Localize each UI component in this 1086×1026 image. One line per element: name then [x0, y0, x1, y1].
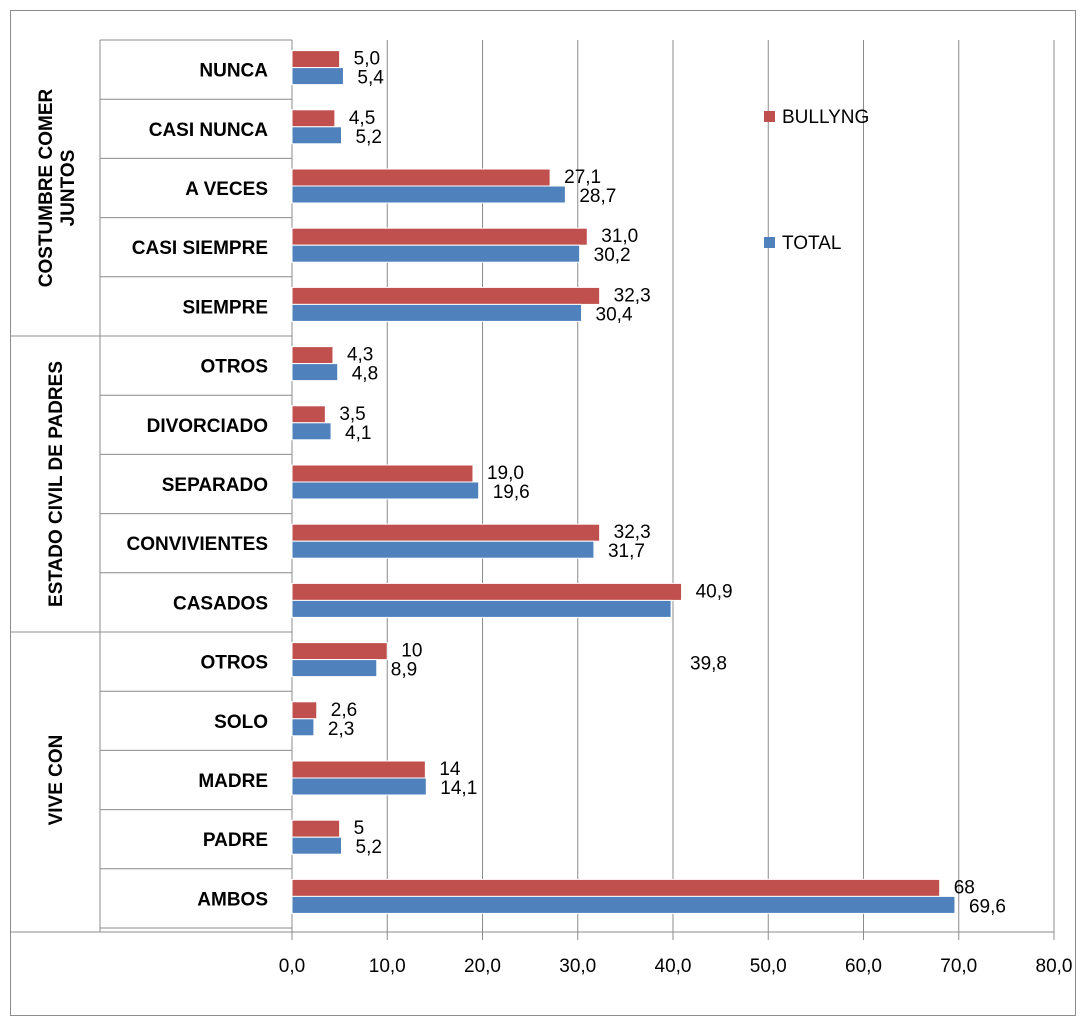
data-label-total: 31,7: [608, 541, 645, 562]
group-label: COSTUMBRE COMERJUNTOS: [36, 89, 79, 288]
data-label-bullyng: 2,6: [331, 700, 357, 721]
category-label: NUNCA: [199, 61, 268, 82]
bar-total: [291, 481, 480, 500]
x-tick-label: 70,0: [940, 956, 977, 977]
category-label: CASI SIEMPRE: [132, 238, 268, 259]
data-label-total: 4,8: [352, 364, 378, 385]
bar-bullyng: [291, 286, 601, 305]
bar-bullyng: [291, 582, 683, 601]
bar-bullyng: [291, 819, 341, 838]
bar-bullyng: [291, 109, 336, 128]
group-label: ESTADO CIVIL DE PADRES: [46, 361, 67, 607]
category-label: CONVIVIENTES: [127, 534, 268, 555]
bar-total: [291, 540, 595, 559]
data-label-total: 39,8: [690, 653, 727, 674]
bar-bullyng: [291, 168, 551, 187]
x-tick-label: 10,0: [369, 956, 406, 977]
x-tick-label: 50,0: [750, 956, 787, 977]
bar-total: [291, 303, 583, 322]
bar-total: [291, 718, 315, 737]
data-label-total: 30,2: [594, 245, 631, 266]
data-label-bullyng: 32,3: [614, 522, 651, 543]
category-label: PADRE: [203, 830, 268, 851]
x-tick-label: 80,0: [1036, 956, 1073, 977]
x-tick-label: 60,0: [845, 956, 882, 977]
data-label-total: 5,2: [356, 837, 382, 858]
data-label-total: 8,9: [391, 660, 417, 681]
bar-bullyng: [291, 701, 318, 720]
category-label: MADRE: [198, 771, 268, 792]
bar-bullyng: [291, 50, 341, 69]
x-tick-label: 0,0: [279, 956, 305, 977]
data-label-bullyng: 5,0: [354, 49, 380, 70]
bar-bullyng: [291, 878, 941, 897]
bar-total: [291, 422, 332, 441]
group-label: VIVE CON: [46, 735, 67, 826]
x-tick-label: 40,0: [655, 956, 692, 977]
bar-bullyng: [291, 464, 474, 483]
category-label: DIVORCIADO: [147, 416, 268, 437]
bar-bullyng: [291, 642, 388, 661]
data-label-total: 14,1: [440, 778, 477, 799]
category-label: OTROS: [200, 357, 268, 378]
data-label-total: 2,3: [328, 719, 354, 740]
bar-total: [291, 185, 566, 204]
data-label-bullyng: 27,1: [564, 167, 601, 188]
bar-total: [291, 777, 427, 796]
data-label-bullyng: 40,9: [696, 581, 733, 602]
bar-bullyng: [291, 227, 588, 246]
data-label-bullyng: 31,0: [601, 226, 638, 247]
bar-total: [291, 244, 581, 263]
bar-bullyng: [291, 346, 334, 365]
category-label: SIEMPRE: [182, 297, 268, 318]
category-label: AMBOS: [197, 889, 268, 910]
chart-frame: [10, 10, 1076, 1016]
bar-total: [291, 363, 339, 382]
category-label: OTROS: [200, 653, 268, 674]
data-label-bullyng: 14: [439, 759, 461, 780]
x-tick-label: 20,0: [464, 956, 501, 977]
data-label-total: 28,7: [579, 186, 616, 207]
category-label: A VECES: [185, 179, 268, 200]
data-label-total: 5,2: [356, 127, 382, 148]
bar-total: [291, 67, 344, 86]
data-label-bullyng: 19,0: [487, 463, 524, 484]
data-label-total: 19,6: [493, 482, 530, 503]
bar-bullyng: [291, 405, 326, 424]
bar-total: [291, 599, 672, 618]
data-label-total: 30,4: [596, 304, 633, 325]
data-label-bullyng: 32,3: [614, 285, 651, 306]
category-label: CASI NUNCA: [149, 120, 269, 141]
x-tick-label: 30,0: [559, 956, 596, 977]
bar-total: [291, 659, 378, 678]
bar-bullyng: [291, 523, 601, 542]
data-label-total: 4,1: [345, 423, 371, 444]
bar-bullyng: [291, 760, 426, 779]
data-label-bullyng: 68: [954, 877, 975, 898]
legend-swatch-total: [764, 237, 775, 248]
category-label: SOLO: [214, 712, 268, 733]
data-label-bullyng: 10: [401, 641, 422, 662]
data-label-total: 5,4: [357, 68, 384, 89]
bar-total: [291, 126, 343, 145]
legend-swatch-bullyng: [764, 111, 775, 122]
bar-total: [291, 895, 956, 914]
legend-entry: BULLYNG: [782, 107, 869, 128]
category-label: CASADOS: [173, 593, 268, 614]
data-label-bullyng: 4,5: [349, 108, 375, 129]
legend-entry: TOTAL: [782, 233, 841, 254]
data-label-bullyng: 3,5: [339, 404, 365, 425]
bar-total: [291, 836, 343, 855]
category-label: SEPARADO: [162, 475, 268, 496]
data-label-bullyng: 4,3: [347, 345, 373, 366]
data-label-bullyng: 5: [354, 818, 365, 839]
data-label-total: 69,6: [969, 896, 1006, 917]
